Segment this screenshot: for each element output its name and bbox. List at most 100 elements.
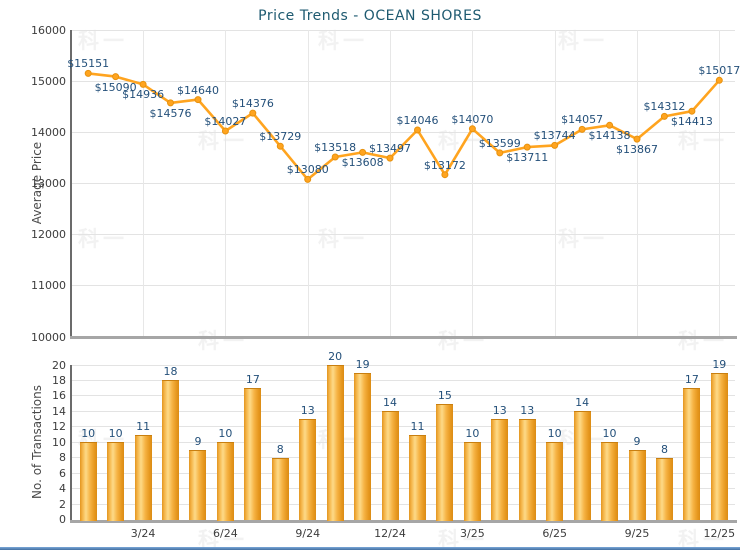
transaction-bar <box>134 434 152 521</box>
y-tick-label: 10 <box>52 435 66 449</box>
price-point-marker <box>276 142 284 150</box>
transaction-bar <box>271 457 289 521</box>
gridline-h <box>70 441 735 443</box>
gridline-v <box>390 30 392 337</box>
transaction-bar <box>683 388 701 521</box>
gridline-v <box>225 30 227 337</box>
axis-line-bottom <box>70 336 737 339</box>
transaction-bar <box>491 419 509 521</box>
price-point-marker <box>688 107 696 115</box>
transaction-bar <box>107 442 125 521</box>
gridline-h <box>70 488 735 490</box>
y-tick-label: 14 <box>52 404 66 418</box>
transaction-bar <box>79 442 97 521</box>
price-point-label: $13599 <box>478 136 521 150</box>
price-point-marker <box>496 149 504 157</box>
price-point-marker <box>221 127 229 135</box>
transaction-bar <box>354 372 372 521</box>
gridline-v <box>143 30 145 337</box>
x-tick-label: 3/25 <box>460 527 485 540</box>
gridline-v <box>307 30 309 337</box>
gridline-h <box>70 234 735 236</box>
bar-value-label: 9 <box>633 434 641 448</box>
price-point-label: $14413 <box>670 115 713 129</box>
bar-value-label: 11 <box>410 419 425 433</box>
price-point-label: $14057 <box>561 113 604 127</box>
bar-value-label: 14 <box>575 396 590 410</box>
y-tick-label: 20 <box>52 358 66 372</box>
y-tick-label: 14000 <box>31 125 66 139</box>
price-point-label: $13711 <box>506 151 549 165</box>
price-point-marker <box>167 99 174 107</box>
price-point-label: $13744 <box>533 129 576 143</box>
price-point-label: $14046 <box>396 113 439 127</box>
gridline-h <box>70 29 735 31</box>
x-tick-label: 9/25 <box>624 527 650 540</box>
price-point-label: $14138 <box>588 129 631 143</box>
price-point-label: $13729 <box>259 130 302 144</box>
transaction-bar <box>299 419 317 521</box>
gridline-v <box>472 30 474 337</box>
transaction-bar <box>244 388 262 521</box>
transaction-bar <box>463 442 481 521</box>
price-point-marker <box>578 125 586 133</box>
x-tick-label: 12/24 <box>374 527 406 540</box>
transaction-bar <box>655 457 673 521</box>
gridline-v <box>719 30 721 337</box>
bar-value-label: 11 <box>136 419 151 433</box>
price-point-label: $13608 <box>341 156 384 170</box>
transaction-bar <box>518 419 536 521</box>
bar-value-label: 13 <box>520 404 535 418</box>
transaction-bar <box>408 434 426 521</box>
bar-value-label: 15 <box>437 388 452 402</box>
y-tick-label: 4 <box>59 482 66 496</box>
price-point-marker <box>441 171 449 179</box>
price-point-label: $13172 <box>423 158 466 172</box>
price-point-label: $13518 <box>314 140 357 154</box>
price-line <box>86 72 721 181</box>
transaction-bar <box>546 442 564 521</box>
transaction-bar <box>162 380 180 521</box>
price-point-marker <box>194 96 202 104</box>
gridline-h <box>70 183 735 184</box>
gridline-h <box>70 131 735 133</box>
price-point-label: $14576 <box>149 106 192 120</box>
y-tick-label: 18 <box>52 373 66 387</box>
transaction-bar <box>381 411 399 521</box>
y-tick-label: 11000 <box>31 279 66 293</box>
gridline-h <box>70 472 735 474</box>
gridline-h <box>70 410 735 412</box>
bar-value-label: 10 <box>602 427 617 441</box>
price-point-label: $14027 <box>204 114 247 128</box>
price-point-marker <box>112 73 120 81</box>
transaction-bar <box>216 442 234 521</box>
transaction-bar <box>436 403 454 521</box>
bar-value-label: 10 <box>81 427 96 441</box>
transaction-bar <box>628 449 646 521</box>
price-point-marker <box>633 135 641 143</box>
bar-value-label: 10 <box>218 427 233 441</box>
y-tick-label: 13000 <box>31 177 66 190</box>
price-point-marker <box>468 125 476 133</box>
y-tick-label: 12000 <box>31 228 66 242</box>
gridline-h <box>70 364 735 366</box>
bar-value-label: 14 <box>383 396 398 410</box>
bar-value-label: 8 <box>660 442 668 456</box>
price-point-marker <box>414 126 421 134</box>
price-point-label: $15017 <box>698 64 740 78</box>
gridline-h <box>70 503 735 505</box>
x-tick-label: 9/24 <box>295 527 321 540</box>
footer-accent-bar <box>0 547 740 550</box>
gridline-v <box>637 30 638 337</box>
y-tick-label: 2 <box>59 497 66 511</box>
y-tick-label: 6 <box>59 466 66 480</box>
price-point-marker <box>139 80 147 88</box>
price-point-label: $13080 <box>286 163 329 177</box>
transaction-bar <box>573 411 591 521</box>
price-point-marker <box>660 112 668 120</box>
price-point-marker <box>551 141 559 149</box>
bar-value-label: 13 <box>300 404 315 418</box>
bar-value-label: 19 <box>712 357 727 371</box>
